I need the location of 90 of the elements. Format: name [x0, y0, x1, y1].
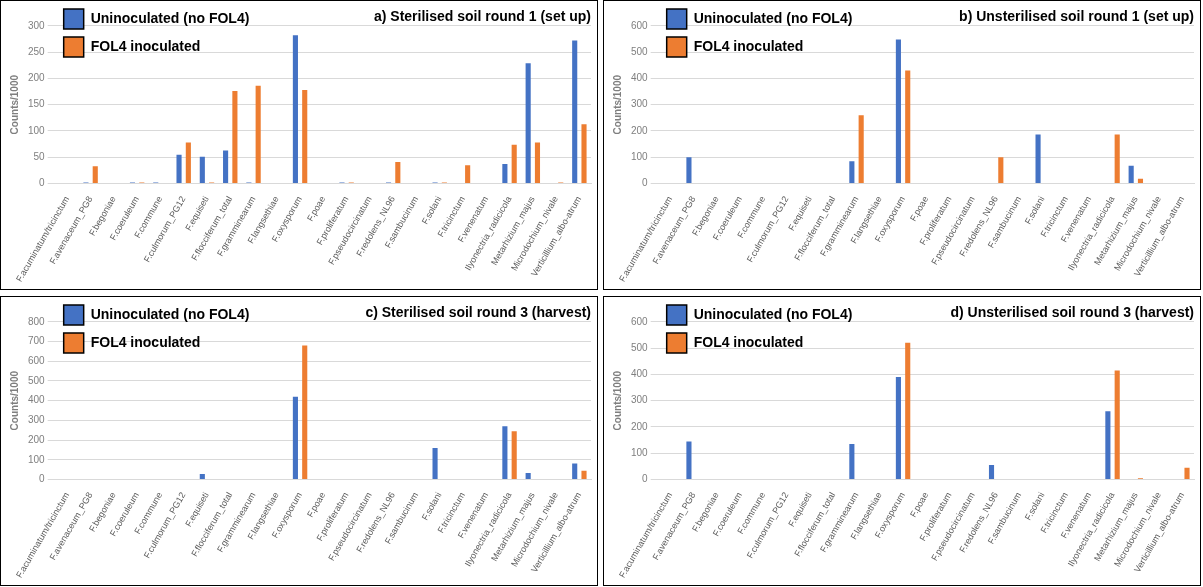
chart-title: c) Sterilised soil round 3 (harvest) [365, 304, 591, 321]
y-tick-label: 300 [28, 414, 46, 426]
y-tick-label: 400 [28, 394, 46, 406]
chart-title: b) Unsterilised soil round 1 (set up) [959, 8, 1194, 25]
bar [502, 426, 508, 480]
bar [292, 396, 298, 480]
bar [176, 154, 182, 184]
y-tick-label: 300 [28, 19, 46, 31]
bar [232, 91, 238, 184]
y-tick-label: 50 [33, 151, 46, 163]
legend-label: Uninoculated (no FOL4) [90, 305, 250, 322]
y-tick-label: 250 [28, 45, 46, 57]
y-axis-title: Counts/1000 [8, 370, 20, 431]
y-tick-label: 800 [28, 315, 46, 327]
y-tick-label: 200 [631, 124, 649, 136]
legend-label: Uninoculated (no FOL4) [693, 9, 853, 26]
bar [905, 70, 911, 184]
y-axis-title: Counts/1000 [611, 370, 623, 431]
bar [502, 164, 508, 184]
y-tick-label: 150 [28, 98, 46, 110]
chart-title: d) Unsterilised soil round 3 (harvest) [950, 304, 1194, 321]
y-tick-label: 100 [28, 124, 46, 136]
legend-label: FOL4 inoculated [90, 37, 201, 54]
bar [988, 465, 995, 480]
bar [534, 142, 541, 184]
legend-label: FOL4 inoculated [693, 333, 804, 350]
y-tick-label: 0 [642, 473, 649, 485]
y-axis-title: Counts/1000 [611, 74, 623, 135]
y-tick-label: 500 [631, 45, 649, 57]
bar [572, 40, 578, 184]
y-tick-label: 700 [28, 335, 46, 347]
bar [686, 157, 692, 184]
bar [292, 35, 298, 184]
bar [511, 144, 517, 184]
bar [1114, 134, 1120, 184]
y-tick-label: 200 [28, 433, 46, 445]
bar [185, 142, 191, 184]
y-tick-label: 600 [631, 19, 649, 31]
bar [998, 157, 1004, 184]
y-tick-label: 400 [631, 368, 649, 380]
legend-label: Uninoculated (no FOL4) [693, 305, 853, 322]
bar [1184, 467, 1190, 480]
bar [572, 463, 578, 480]
legend-label: Uninoculated (no FOL4) [90, 9, 250, 26]
bar [849, 444, 855, 480]
bar [895, 377, 901, 480]
bar [92, 166, 98, 184]
bar [199, 156, 205, 184]
bar [849, 161, 855, 184]
bar [1128, 165, 1134, 184]
bar [1137, 178, 1144, 184]
bar [465, 165, 471, 184]
bar [302, 89, 308, 184]
y-tick-label: 0 [39, 177, 46, 189]
bar [395, 162, 401, 184]
y-tick-label: 300 [631, 394, 649, 406]
y-tick-label: 600 [631, 315, 649, 327]
bar [255, 85, 261, 184]
bar [223, 150, 229, 184]
bar [1035, 134, 1041, 184]
chart-title: a) Sterilised soil round 1 (set up) [373, 8, 591, 25]
y-tick-label: 300 [631, 98, 649, 110]
bar [432, 448, 438, 480]
bar [895, 39, 901, 184]
bar [302, 345, 308, 480]
bar [525, 473, 531, 480]
y-axis-title: Counts/1000 [8, 74, 20, 135]
bar [686, 441, 692, 480]
y-tick-label: 400 [631, 72, 649, 84]
y-tick-label: 100 [631, 447, 649, 459]
bar [1114, 370, 1120, 480]
bar [1105, 411, 1111, 480]
bar [199, 474, 205, 480]
y-tick-label: 500 [28, 374, 46, 386]
legend-label: FOL4 inoculated [693, 37, 804, 54]
bar [581, 470, 587, 480]
y-tick-label: 200 [28, 72, 46, 84]
bar [905, 342, 911, 480]
y-tick-label: 600 [28, 354, 46, 366]
y-tick-label: 200 [631, 420, 649, 432]
legend-label: FOL4 inoculated [90, 333, 201, 350]
y-tick-label: 100 [28, 453, 46, 465]
bar [511, 431, 517, 480]
bar [858, 115, 864, 184]
bar [581, 124, 587, 184]
bar [525, 63, 531, 184]
y-tick-label: 500 [631, 341, 649, 353]
y-tick-label: 0 [39, 473, 46, 485]
y-tick-label: 100 [631, 151, 649, 163]
y-tick-label: 0 [642, 177, 649, 189]
